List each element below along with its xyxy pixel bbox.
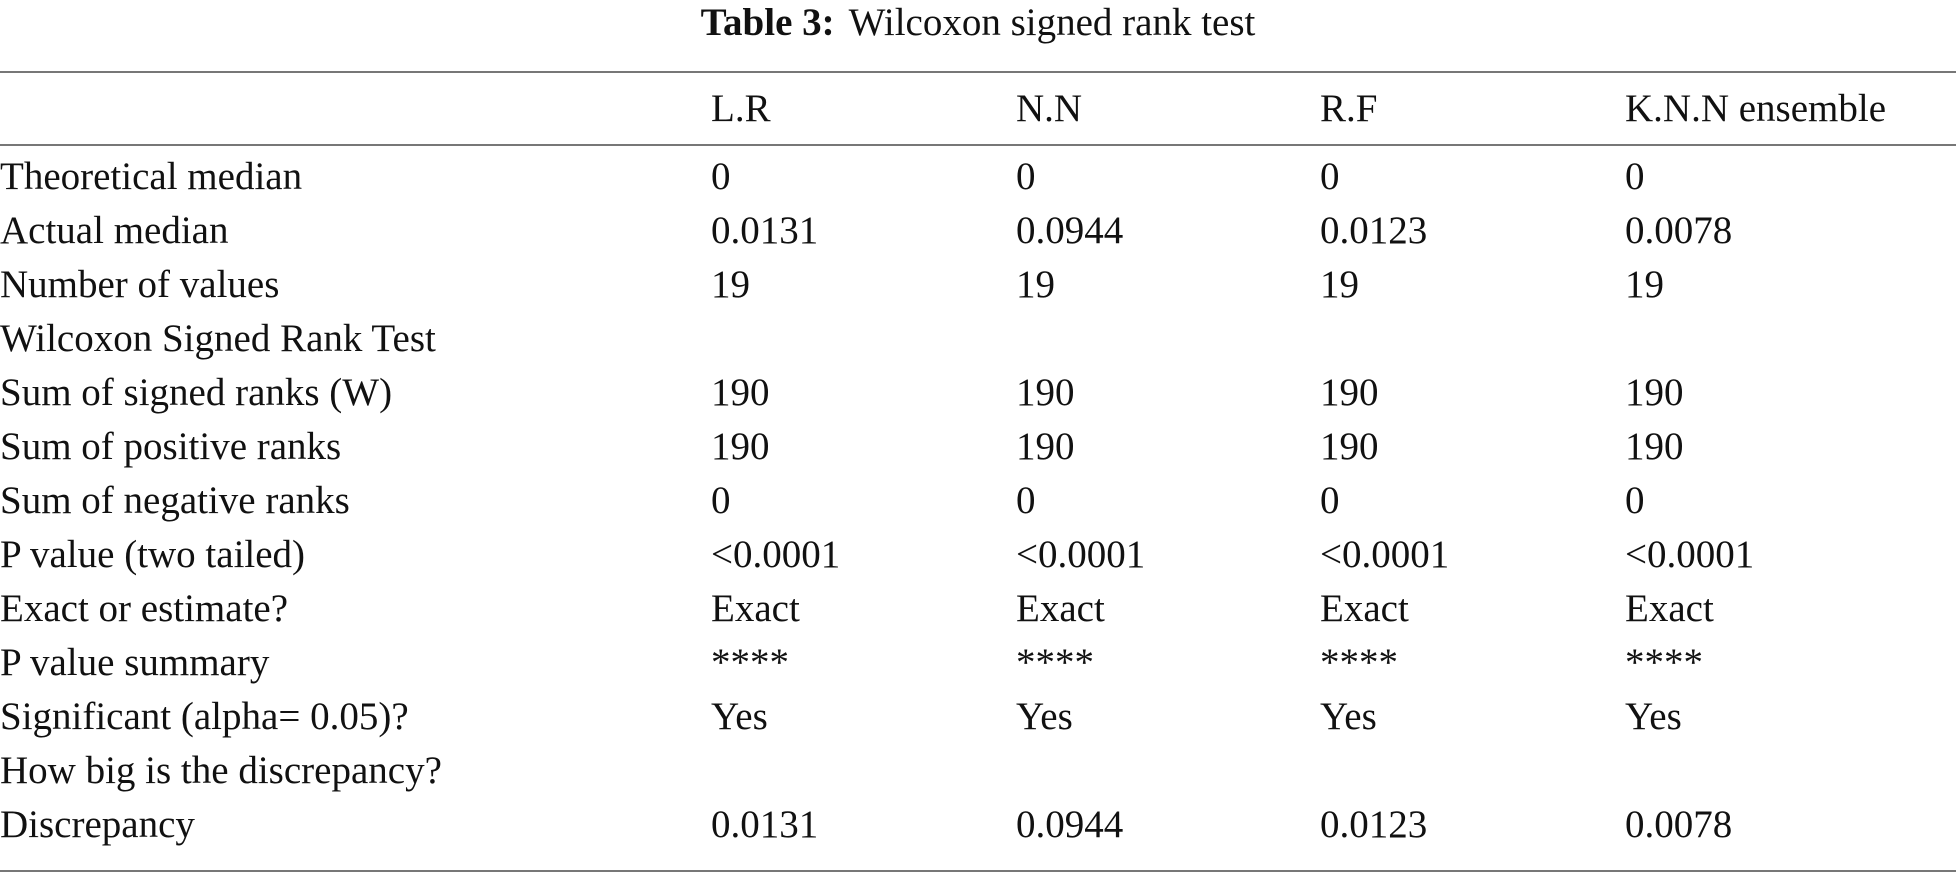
table-row: P value (two tailed) <0.0001 <0.0001 <0.000… [0, 528, 1956, 582]
table-row: Wilcoxon Signed Rank Test [0, 312, 1956, 366]
table-cell: 19 [1625, 263, 1664, 306]
table-body: Theoretical median 0 0 0 0 Actual median 0.013… [0, 136, 1956, 852]
table-row: Sum of positive ranks 190 190 190 190 [0, 420, 1956, 474]
table-row: Theoretical median 0 0 0 0 [0, 136, 1956, 204]
table-row: Actual median 0.0131 0.0944 0.0123 0.0078 [0, 204, 1956, 258]
table-row: How big is the discrepancy? [0, 744, 1956, 798]
table-cell: Yes [711, 695, 768, 738]
row-label: Actual median [0, 209, 229, 252]
table-caption: Table 3: Wilcoxon signed rank test [0, 2, 1956, 44]
table-cell: 190 [711, 425, 770, 468]
table-cell: 0.0078 [1625, 803, 1733, 846]
table-cell [1016, 744, 1320, 798]
row-label: Wilcoxon Signed Rank Test [0, 317, 436, 360]
row-label: How big is the discrepancy? [0, 749, 442, 792]
table-cell: 0.0944 [1016, 803, 1124, 846]
table-cell: 0 [711, 479, 731, 522]
table-cell: 0 [1625, 155, 1645, 198]
table-cell: 190 [1625, 371, 1684, 414]
table-cell: 0 [1320, 479, 1340, 522]
table-cell: Exact [1320, 587, 1409, 630]
table-cell [711, 744, 1016, 798]
bottom-rule [0, 870, 1956, 872]
table-row: Exact or estimate? Exact Exact Exact Exact [0, 582, 1956, 636]
table-cell: 190 [1016, 371, 1075, 414]
table-cell: 0.0944 [1016, 209, 1124, 252]
results-table: L.R N.N R.F K.N.N ensemble Theoretical m… [0, 80, 1956, 852]
table-cell: Exact [1625, 587, 1714, 630]
table-cell [1625, 744, 1956, 798]
table-row: Sum of signed ranks (W) 190 190 190 190 [0, 366, 1956, 420]
table-cell: **** [1625, 641, 1703, 684]
table-row: P value summary **** **** **** **** [0, 636, 1956, 690]
table-cell [1320, 312, 1625, 366]
header-rule [0, 144, 1956, 146]
table-cell: Exact [711, 587, 800, 630]
table-cell: **** [711, 641, 789, 684]
table-cell: <0.0001 [1320, 533, 1450, 576]
table-cell: Yes [1320, 695, 1377, 738]
table-cell: 19 [1016, 263, 1055, 306]
row-label: Significant (alpha= 0.05)? [0, 695, 409, 738]
row-label: P value (two tailed) [0, 533, 306, 576]
table-cell: 19 [711, 263, 750, 306]
table-cell: 190 [1016, 425, 1075, 468]
table-cell [1625, 312, 1956, 366]
table-cell: 0.0123 [1320, 209, 1428, 252]
table-cell: Yes [1625, 695, 1682, 738]
caption-text: Wilcoxon signed rank test [848, 1, 1256, 44]
table-cell: 0 [1625, 479, 1645, 522]
table-cell: 0.0131 [711, 803, 819, 846]
table-cell: 0 [1320, 155, 1340, 198]
table-row: Significant (alpha= 0.05)? Yes Yes Yes Yes [0, 690, 1956, 744]
header-cell: R.F [1320, 86, 1378, 130]
header-row: L.R N.N R.F K.N.N ensemble [0, 80, 1956, 136]
row-label: Number of values [0, 263, 280, 306]
row-label: P value summary [0, 641, 270, 684]
table-cell: <0.0001 [1016, 533, 1146, 576]
header-cell: N.N [1016, 86, 1083, 130]
header-cell: L.R [711, 86, 771, 130]
table-row: Sum of negative ranks 0 0 0 0 [0, 474, 1956, 528]
table-cell: <0.0001 [711, 533, 841, 576]
caption-label: Table 3: [700, 1, 835, 44]
row-label: Sum of negative ranks [0, 479, 350, 522]
table-row: Number of values 19 19 19 19 [0, 258, 1956, 312]
table-cell: Exact [1016, 587, 1105, 630]
table-cell [711, 312, 1016, 366]
table-cell: 0.0078 [1625, 209, 1733, 252]
table-cell [1016, 312, 1320, 366]
table-cell [1320, 744, 1625, 798]
table-cell: 190 [1625, 425, 1684, 468]
table-cell: 0 [1016, 479, 1036, 522]
table-cell: <0.0001 [1625, 533, 1755, 576]
table-header: L.R N.N R.F K.N.N ensemble [0, 80, 1956, 136]
table-cell: Yes [1016, 695, 1073, 738]
row-label: Sum of signed ranks (W) [0, 371, 393, 414]
table-cell: 190 [1320, 371, 1379, 414]
row-label: Sum of positive ranks [0, 425, 342, 468]
top-rule [0, 71, 1956, 73]
table-cell: 19 [1320, 263, 1359, 306]
table-cell: 190 [1320, 425, 1379, 468]
table-cell: **** [1320, 641, 1398, 684]
table-cell: 0 [1016, 155, 1036, 198]
table-cell: **** [1016, 641, 1094, 684]
row-label: Theoretical median [0, 155, 303, 198]
header-cell [0, 80, 711, 136]
table-cell: 0 [711, 155, 731, 198]
header-cell: K.N.N ensemble [1625, 86, 1887, 130]
row-label: Discrepancy [0, 803, 195, 846]
table-row: Discrepancy 0.0131 0.0944 0.0123 0.0078 [0, 798, 1956, 852]
table-cell: 0.0131 [711, 209, 819, 252]
row-label: Exact or estimate? [0, 587, 289, 630]
table-cell: 190 [711, 371, 770, 414]
table-cell: 0.0123 [1320, 803, 1428, 846]
